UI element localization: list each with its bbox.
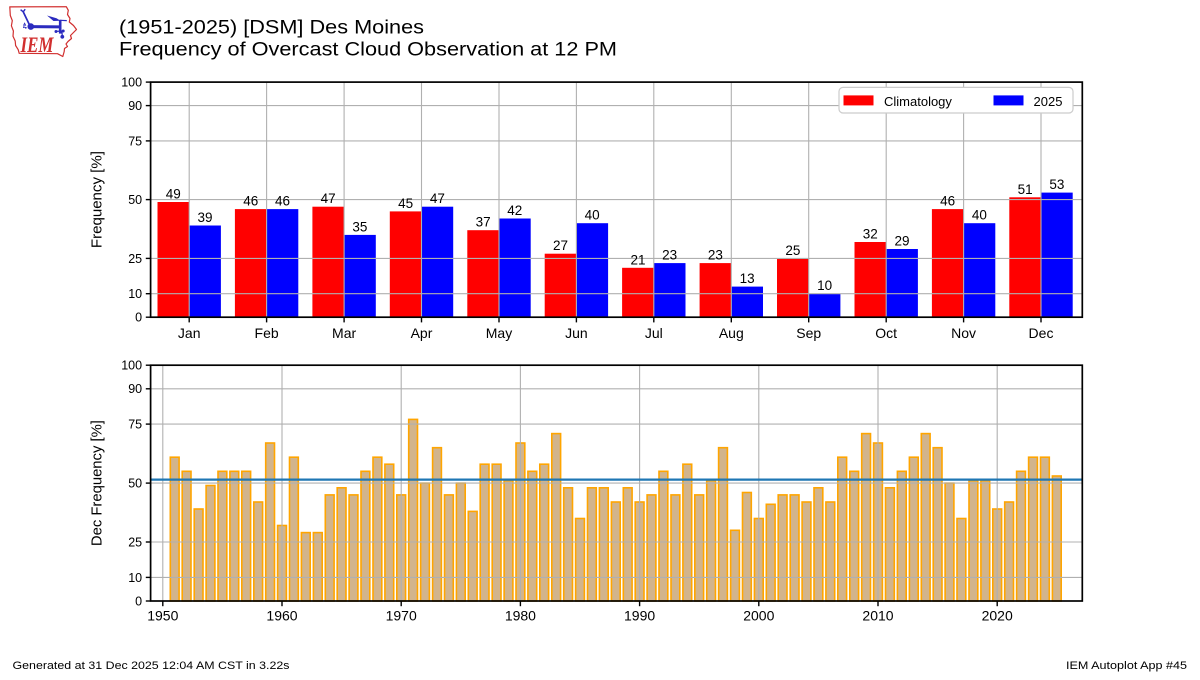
svg-text:Sep: Sep bbox=[796, 325, 821, 341]
svg-text:Frequency of Overcast Cloud Ob: Frequency of Overcast Cloud Observation … bbox=[119, 40, 617, 61]
svg-text:1970: 1970 bbox=[386, 608, 417, 624]
svg-text:(1951-2025) [DSM] Des Moines: (1951-2025) [DSM] Des Moines bbox=[119, 18, 424, 39]
svg-text:23: 23 bbox=[662, 248, 677, 263]
svg-text:Mar: Mar bbox=[332, 325, 356, 341]
svg-text:37: 37 bbox=[476, 215, 491, 230]
svg-text:Aug: Aug bbox=[719, 325, 744, 341]
svg-text:IEM Autoplot App #45: IEM Autoplot App #45 bbox=[1066, 660, 1187, 672]
svg-text:40: 40 bbox=[585, 208, 600, 223]
svg-text:1960: 1960 bbox=[266, 608, 297, 624]
svg-text:50: 50 bbox=[128, 477, 142, 491]
svg-text:10: 10 bbox=[817, 278, 832, 293]
svg-text:1950: 1950 bbox=[147, 608, 178, 624]
svg-text:51: 51 bbox=[1018, 182, 1033, 197]
svg-text:100: 100 bbox=[121, 359, 142, 373]
svg-text:75: 75 bbox=[128, 134, 142, 148]
svg-text:0: 0 bbox=[135, 311, 142, 325]
svg-text:25: 25 bbox=[785, 243, 800, 258]
svg-text:IEM: IEM bbox=[20, 32, 54, 57]
svg-text:2025: 2025 bbox=[1034, 94, 1063, 109]
svg-text:46: 46 bbox=[243, 194, 258, 209]
svg-text:Dec: Dec bbox=[1029, 325, 1054, 341]
svg-text:Feb: Feb bbox=[255, 325, 279, 341]
svg-text:25: 25 bbox=[128, 535, 142, 549]
svg-text:45: 45 bbox=[398, 196, 413, 211]
svg-text:49: 49 bbox=[166, 187, 181, 202]
svg-text:10: 10 bbox=[128, 571, 142, 585]
svg-text:13: 13 bbox=[740, 271, 755, 286]
svg-text:1990: 1990 bbox=[624, 608, 655, 624]
svg-text:35: 35 bbox=[352, 219, 367, 234]
svg-text:Nov: Nov bbox=[951, 325, 976, 341]
svg-text:Apr: Apr bbox=[411, 325, 433, 341]
svg-text:23: 23 bbox=[708, 248, 723, 263]
svg-text:2010: 2010 bbox=[862, 608, 893, 624]
svg-text:Generated at 31 Dec 2025 12:04: Generated at 31 Dec 2025 12:04 AM CST in… bbox=[13, 660, 291, 672]
svg-text:25: 25 bbox=[128, 252, 142, 266]
svg-text:46: 46 bbox=[275, 194, 290, 209]
svg-text:29: 29 bbox=[894, 234, 909, 249]
svg-text:Dec Frequency [%]: Dec Frequency [%] bbox=[90, 420, 106, 546]
svg-text:46: 46 bbox=[940, 194, 955, 209]
svg-text:Jun: Jun bbox=[565, 325, 588, 341]
svg-text:40: 40 bbox=[972, 208, 987, 223]
svg-text:47: 47 bbox=[321, 191, 336, 206]
svg-text:Frequency [%]: Frequency [%] bbox=[90, 151, 106, 248]
svg-text:53: 53 bbox=[1049, 177, 1064, 192]
svg-text:32: 32 bbox=[863, 227, 878, 242]
svg-text:90: 90 bbox=[128, 382, 142, 396]
svg-text:47: 47 bbox=[430, 191, 445, 206]
svg-text:Oct: Oct bbox=[875, 325, 897, 341]
svg-text:39: 39 bbox=[197, 210, 212, 225]
svg-text:10: 10 bbox=[128, 287, 142, 301]
svg-text:May: May bbox=[486, 325, 512, 341]
svg-text:90: 90 bbox=[128, 99, 142, 113]
svg-text:100: 100 bbox=[121, 76, 142, 90]
svg-text:50: 50 bbox=[128, 193, 142, 207]
svg-text:75: 75 bbox=[128, 418, 142, 432]
svg-text:27: 27 bbox=[553, 238, 568, 253]
svg-text:0: 0 bbox=[135, 594, 142, 608]
svg-text:42: 42 bbox=[507, 203, 522, 218]
svg-text:1980: 1980 bbox=[505, 608, 536, 624]
svg-text:2000: 2000 bbox=[743, 608, 774, 624]
svg-text:Jul: Jul bbox=[645, 325, 663, 341]
svg-text:21: 21 bbox=[630, 252, 645, 267]
svg-text:Climatology: Climatology bbox=[884, 94, 952, 109]
svg-text:2020: 2020 bbox=[982, 608, 1013, 624]
svg-text:Jan: Jan bbox=[178, 325, 201, 341]
